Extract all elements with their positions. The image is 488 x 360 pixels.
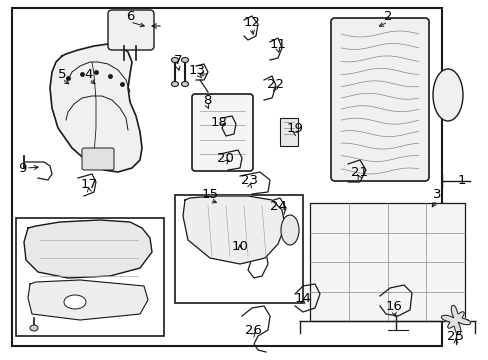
Bar bbox=[280, 118, 297, 146]
Text: 15: 15 bbox=[201, 189, 218, 202]
Polygon shape bbox=[28, 280, 148, 320]
Polygon shape bbox=[183, 196, 285, 264]
Text: 13: 13 bbox=[188, 64, 205, 77]
Text: 7: 7 bbox=[173, 54, 182, 68]
Text: 5: 5 bbox=[58, 68, 66, 81]
Text: 23: 23 bbox=[241, 175, 258, 188]
Polygon shape bbox=[50, 44, 142, 172]
Text: 26: 26 bbox=[244, 324, 261, 337]
Polygon shape bbox=[440, 305, 469, 335]
Polygon shape bbox=[24, 220, 152, 278]
Text: 1: 1 bbox=[457, 175, 465, 188]
Ellipse shape bbox=[432, 69, 462, 121]
Ellipse shape bbox=[171, 58, 178, 63]
Bar bbox=[16, 218, 163, 336]
Text: 3: 3 bbox=[432, 189, 440, 202]
Text: 14: 14 bbox=[294, 292, 311, 306]
Text: 21: 21 bbox=[350, 166, 367, 179]
Text: 17: 17 bbox=[81, 179, 97, 192]
Bar bbox=[175, 195, 303, 303]
Text: 8: 8 bbox=[203, 94, 211, 107]
Text: 10: 10 bbox=[231, 239, 248, 252]
Text: 4: 4 bbox=[84, 68, 93, 81]
Text: 22: 22 bbox=[266, 77, 283, 90]
Text: 19: 19 bbox=[286, 122, 303, 135]
Ellipse shape bbox=[281, 215, 298, 245]
Ellipse shape bbox=[30, 325, 38, 331]
Text: 12: 12 bbox=[243, 17, 260, 30]
Ellipse shape bbox=[181, 58, 188, 63]
Text: 18: 18 bbox=[210, 116, 227, 129]
FancyBboxPatch shape bbox=[330, 18, 428, 181]
Text: 11: 11 bbox=[269, 37, 286, 50]
Text: 20: 20 bbox=[216, 152, 233, 165]
Ellipse shape bbox=[171, 81, 178, 86]
Text: 24: 24 bbox=[269, 201, 286, 213]
Text: 9: 9 bbox=[18, 162, 26, 175]
Ellipse shape bbox=[64, 295, 86, 309]
Ellipse shape bbox=[181, 81, 188, 86]
Text: 6: 6 bbox=[125, 10, 134, 23]
FancyBboxPatch shape bbox=[82, 148, 114, 170]
Text: 25: 25 bbox=[446, 330, 463, 343]
FancyBboxPatch shape bbox=[192, 94, 252, 171]
Bar bbox=[309, 203, 464, 321]
Bar bbox=[12, 8, 441, 346]
FancyBboxPatch shape bbox=[108, 10, 154, 50]
Text: 2: 2 bbox=[383, 10, 391, 23]
Text: 16: 16 bbox=[385, 301, 402, 314]
